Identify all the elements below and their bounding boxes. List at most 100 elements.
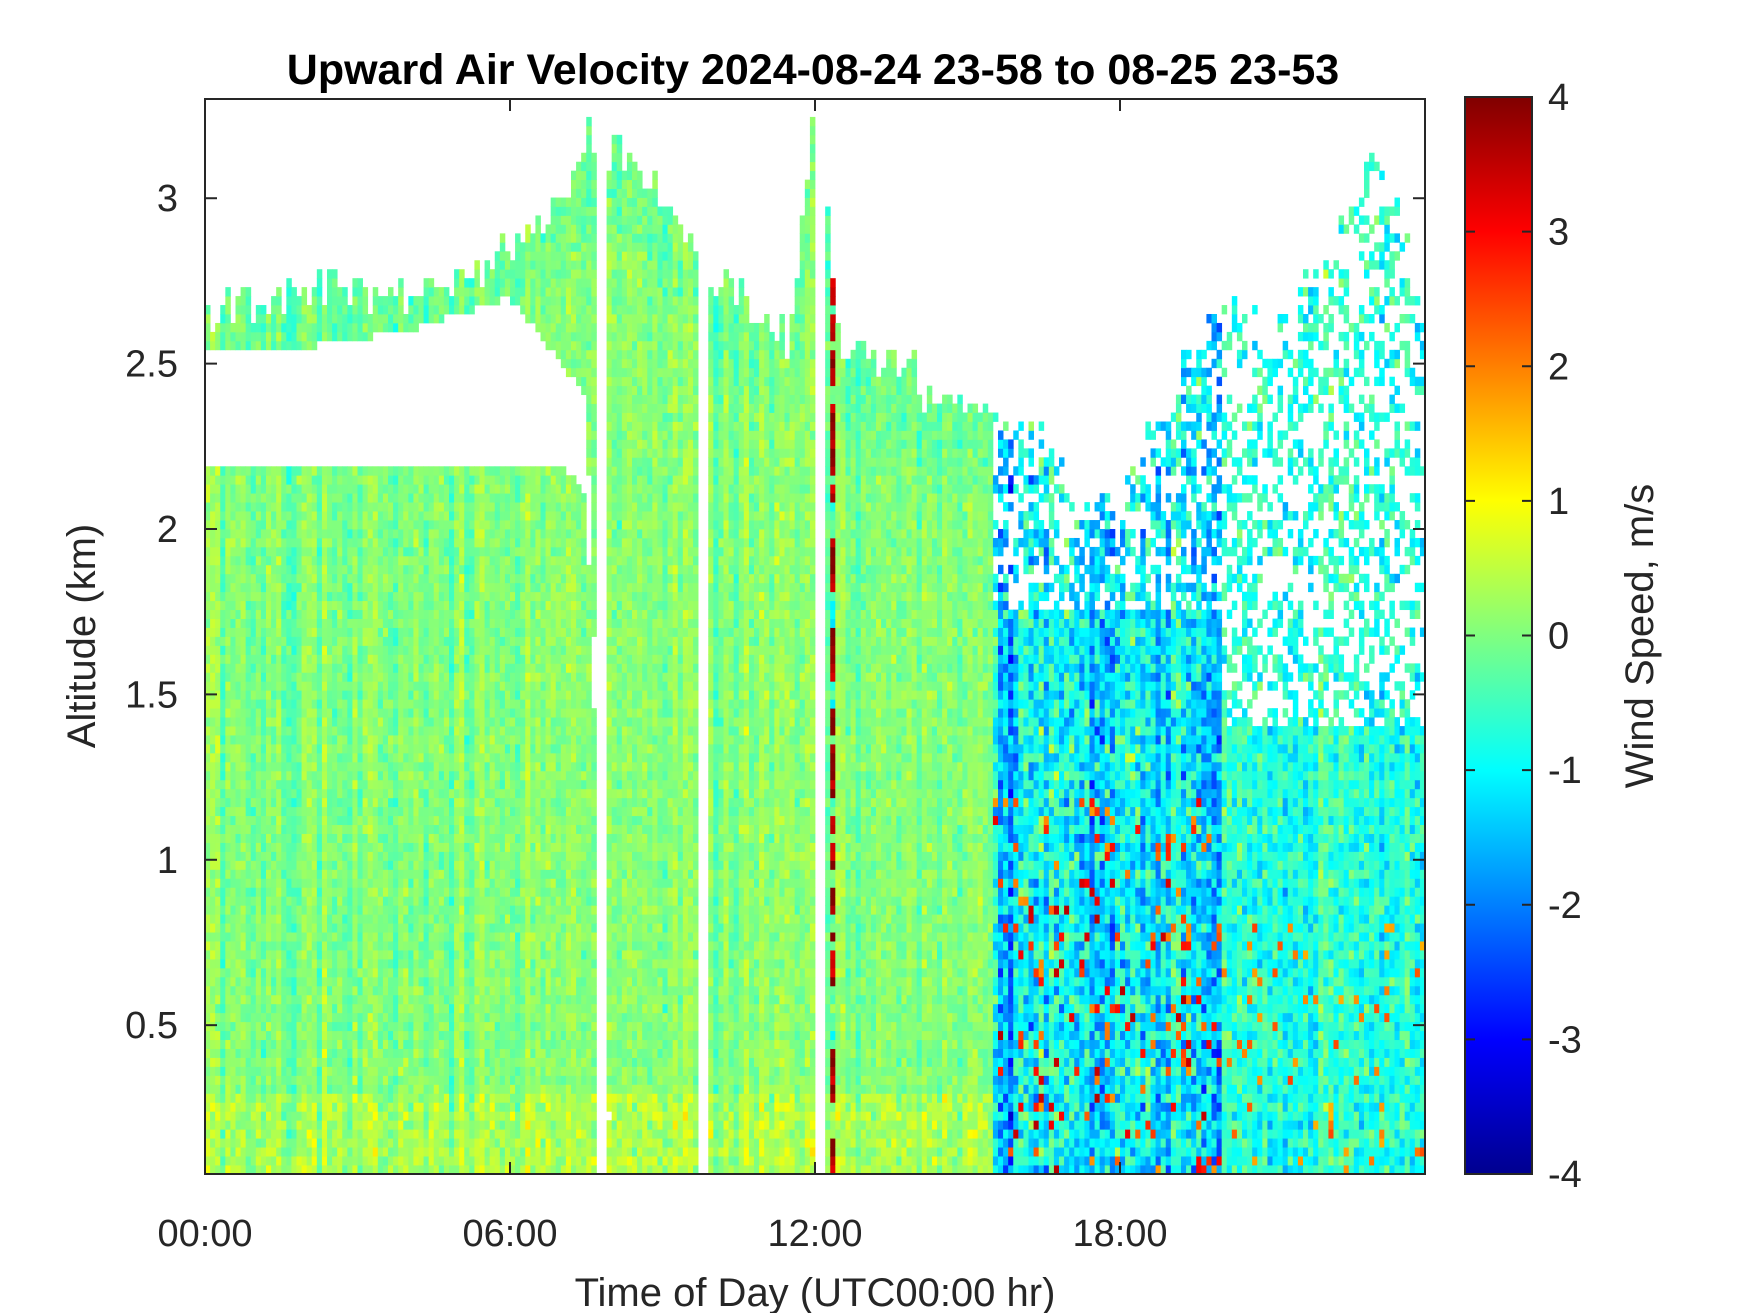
heatmap-cell	[281, 511, 287, 521]
heatmap-cell	[499, 484, 506, 494]
heatmap-cell	[504, 887, 511, 897]
heatmap-cell	[438, 905, 445, 915]
heatmap-cell	[377, 726, 384, 736]
heatmap-cell	[316, 1048, 323, 1058]
heatmap-cell	[215, 1111, 221, 1121]
heatmap-cell	[484, 609, 491, 619]
heatmap-cell	[367, 976, 374, 987]
heatmap-cell	[438, 985, 445, 996]
heatmap-cell	[474, 600, 480, 611]
heatmap-cell	[327, 788, 333, 799]
heatmap-cell	[474, 564, 480, 575]
heatmap-cell	[474, 699, 480, 709]
heatmap-cell	[377, 887, 384, 897]
heatmap-cell	[398, 815, 404, 826]
heatmap-cell	[291, 690, 297, 700]
heatmap-cell	[504, 1156, 511, 1166]
heatmap-cell	[266, 1021, 272, 1032]
heatmap-cell	[449, 1111, 455, 1121]
heatmap-cell	[311, 546, 318, 557]
heatmap-cell	[255, 717, 262, 727]
heatmap-cell	[413, 582, 419, 593]
heatmap-cell	[225, 950, 231, 960]
heatmap-cell	[215, 573, 221, 584]
heatmap-cell	[372, 851, 379, 861]
heatmap-cell	[306, 672, 313, 682]
heatmap-cell	[388, 726, 394, 736]
heatmap-cell	[388, 287, 394, 297]
heatmap-cell	[205, 663, 211, 673]
heatmap-cell	[489, 833, 496, 843]
heatmap-cell	[474, 1039, 480, 1049]
heatmap-cell	[215, 959, 221, 969]
heatmap-cell	[332, 529, 338, 539]
heatmap-cell	[464, 735, 470, 745]
heatmap-cell	[225, 645, 231, 655]
heatmap-cell	[296, 1039, 302, 1049]
heatmap-cell	[266, 1048, 272, 1058]
heatmap-cell	[372, 824, 379, 834]
heatmap-cell	[428, 941, 435, 951]
heatmap-cell	[484, 546, 491, 557]
heatmap-cell	[489, 502, 496, 512]
heatmap-cell	[321, 770, 328, 781]
heatmap-cell	[215, 591, 221, 602]
heatmap-cell	[321, 600, 328, 611]
heatmap-cell	[240, 1057, 247, 1067]
heatmap-cell	[479, 806, 485, 817]
heatmap-cell	[377, 1129, 384, 1139]
heatmap-cell	[382, 752, 389, 763]
heatmap-cell	[337, 296, 343, 306]
heatmap-cell	[438, 967, 445, 978]
heatmap-cell	[433, 976, 440, 987]
heatmap-cell	[250, 717, 257, 727]
heatmap-cell	[362, 770, 369, 781]
heatmap-cell	[342, 1003, 348, 1014]
heatmap-cell	[428, 887, 435, 897]
heatmap-cell	[276, 1057, 282, 1067]
heatmap-cell	[469, 815, 475, 826]
heatmap-cell	[321, 744, 328, 754]
heatmap-cell	[474, 654, 480, 664]
heatmap-cell	[281, 1021, 287, 1032]
heatmap-cell	[225, 779, 231, 790]
heatmap-cell	[337, 932, 343, 942]
heatmap-cell	[347, 1138, 353, 1148]
heatmap-cell	[281, 752, 287, 763]
heatmap-cell	[459, 1012, 465, 1023]
heatmap-cell	[281, 1102, 287, 1112]
heatmap-cell	[367, 475, 374, 485]
heatmap-cell	[372, 905, 379, 915]
heatmap-cell	[449, 824, 455, 834]
heatmap-cell	[347, 529, 353, 539]
heatmap-cell	[474, 618, 480, 628]
heatmap-cell	[286, 878, 292, 888]
heatmap-cell	[377, 851, 384, 861]
heatmap-cell	[438, 699, 445, 709]
heatmap-cell	[316, 502, 323, 512]
heatmap-cell	[362, 914, 369, 924]
heatmap-cell	[443, 1156, 450, 1166]
heatmap-cell	[367, 842, 374, 852]
heatmap-cell	[474, 1075, 480, 1085]
heatmap-cell	[321, 537, 328, 548]
heatmap-cell	[413, 976, 419, 987]
heatmap-cell	[377, 779, 384, 790]
heatmap-cell	[281, 833, 287, 843]
heatmap-cell	[291, 520, 297, 530]
heatmap-cell	[286, 770, 292, 781]
heatmap-cell	[332, 1048, 338, 1058]
heatmap-cell	[255, 1066, 262, 1076]
heatmap-cell	[301, 529, 308, 539]
heatmap-cell	[484, 976, 491, 987]
heatmap-cell	[255, 609, 262, 619]
heatmap-cell	[205, 331, 211, 342]
heatmap-cell	[281, 1030, 287, 1041]
heatmap-cell	[352, 842, 358, 852]
heatmap-cell	[362, 1147, 369, 1157]
heatmap-cell	[408, 1003, 414, 1014]
heatmap-cell	[413, 537, 419, 548]
heatmap-cell	[337, 941, 343, 951]
heatmap-cell	[291, 985, 297, 996]
heatmap-cell	[321, 887, 328, 897]
